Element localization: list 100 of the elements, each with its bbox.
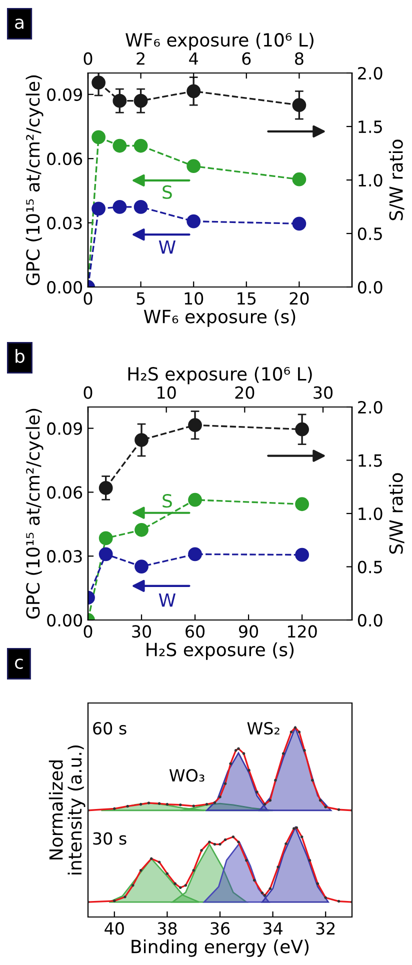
point: [284, 842, 288, 846]
point: [300, 836, 304, 838]
point: [337, 808, 340, 812]
y-axis-title: GPC (10¹⁵ at/cm²/cycle): [26, 408, 44, 619]
y-axis-title: Normalized intensity (a.u.): [48, 746, 86, 874]
x-axis-title: H₂S exposure (s): [146, 642, 294, 660]
point: [134, 522, 148, 537]
x-tick-label: 38: [158, 922, 177, 935]
point: [274, 778, 277, 782]
point: [98, 531, 113, 546]
x-axis-title: Binding energy (eV): [132, 939, 309, 957]
point: [92, 202, 106, 216]
y2-tick-label: 2.0: [358, 400, 382, 414]
point: [263, 894, 266, 897]
point: [179, 803, 182, 806]
point: [290, 730, 293, 734]
y-tick-label: 0.00: [47, 280, 82, 294]
point: [295, 826, 298, 829]
point: [248, 768, 250, 772]
x-tick-label: 5: [136, 292, 145, 305]
x2-tick-label: 0: [84, 52, 92, 65]
point: [294, 726, 297, 730]
point: [229, 762, 232, 765]
annotation: WO₃: [169, 769, 204, 782]
point: [139, 869, 142, 872]
point: [324, 806, 327, 808]
point: [316, 882, 320, 886]
point: [292, 172, 306, 186]
x2-tick-label: 6: [242, 52, 251, 65]
point: [292, 827, 296, 830]
point: [188, 492, 202, 507]
chart-title: a: [15, 18, 24, 29]
annotation: WS₂: [247, 722, 280, 735]
point: [112, 200, 127, 214]
legend-label: S: [162, 185, 172, 199]
y2-tick-label: 2.0: [358, 66, 382, 80]
point: [98, 547, 113, 562]
point: [186, 159, 201, 174]
point: [311, 778, 314, 782]
point: [186, 214, 201, 228]
y-tick-label: 0.09: [47, 422, 82, 435]
point: [260, 892, 264, 894]
x-tick-label: 90: [238, 625, 258, 638]
point: [113, 807, 116, 810]
point: [192, 869, 195, 872]
point: [282, 752, 285, 755]
point: [134, 560, 148, 574]
x-tick-label: 34: [263, 922, 282, 935]
x-axis-title: WF₆ exposure (s): [144, 309, 296, 327]
x-tick-label: 20: [290, 292, 309, 305]
point: [292, 216, 306, 231]
legend-label: W: [158, 240, 176, 254]
point: [192, 804, 195, 808]
point: [205, 802, 208, 806]
point: [213, 801, 216, 804]
point: [188, 547, 202, 562]
y2-tick-label: 0.5: [358, 560, 382, 574]
series-label: W: [158, 594, 176, 607]
point: [337, 900, 340, 903]
point: [134, 200, 148, 214]
point: [158, 802, 161, 805]
chart-title: c: [14, 658, 23, 669]
y2-tick-label: 1.5: [358, 120, 382, 134]
point: [200, 848, 203, 852]
x2-tick-label: 10: [158, 386, 176, 399]
point: [208, 840, 211, 844]
point: [245, 858, 248, 862]
y-axis-title: GPC (10¹⁵ at/cm²/cycle): [26, 75, 44, 286]
x2-axis-title: H₂S exposure (10⁶ L): [128, 366, 312, 384]
y2-tick-label: 0.5: [358, 227, 382, 240]
point: [256, 790, 258, 794]
x2-axis-title: WF₆ exposure (10⁶ L): [126, 32, 314, 50]
point: [234, 748, 238, 752]
x-tick-label: 40: [104, 922, 124, 935]
y2-tick-label: 1.0: [358, 507, 382, 520]
point: [184, 884, 188, 887]
point: [224, 782, 227, 786]
point: [303, 748, 306, 752]
x-tick-label: 30: [132, 625, 152, 638]
x2-tick-label: 8: [295, 52, 304, 65]
point: [131, 884, 134, 887]
x2-tick-label: 2: [136, 52, 144, 65]
y2-axis-title: S/W ratio: [388, 473, 404, 554]
x-tick-label: 32: [316, 922, 335, 935]
point: [166, 872, 169, 876]
x-tick-label: 10: [184, 292, 204, 305]
point: [147, 802, 150, 804]
point: [124, 896, 126, 898]
annotation: 60 s: [93, 722, 126, 735]
point: [113, 900, 116, 902]
point: [295, 548, 309, 562]
point: [237, 840, 240, 844]
point: [242, 752, 246, 755]
point: [268, 887, 272, 890]
y-tick-label: 0.03: [47, 550, 82, 563]
y-tick-label: 0.09: [47, 88, 82, 101]
point: [112, 138, 127, 153]
x-tick-label: 15: [238, 292, 256, 305]
x2-tick-label: 30: [314, 386, 333, 399]
y-tick-label: 0.06: [47, 152, 82, 166]
